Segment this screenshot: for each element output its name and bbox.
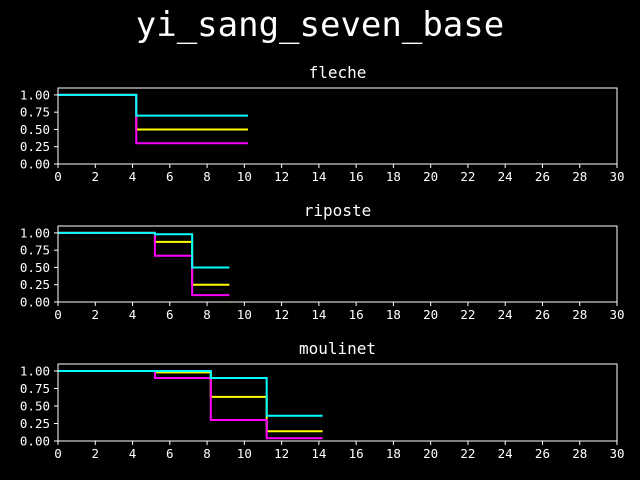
x-tick-label: 12	[274, 169, 289, 184]
x-tick-label: 26	[535, 307, 550, 322]
series-line-3	[58, 231, 230, 269]
series-line-3	[58, 370, 323, 417]
x-tick-label: 16	[349, 446, 364, 461]
x-tick-label: 4	[129, 169, 137, 184]
x-tick-label: 18	[386, 169, 401, 184]
x-tick-label: 4	[129, 446, 137, 461]
x-tick-label: 10	[237, 169, 252, 184]
x-tick-label: 0	[54, 307, 62, 322]
x-tick-label: 0	[54, 169, 62, 184]
x-tick-label: 0	[54, 446, 62, 461]
x-tick-label: 2	[92, 307, 100, 322]
x-tick-label: 30	[609, 169, 624, 184]
y-tick-label: 0.00	[20, 157, 50, 172]
y-tick-label: 0.50	[20, 399, 50, 414]
x-tick-label: 14	[311, 307, 326, 322]
y-tick-label: 0.75	[20, 243, 50, 258]
panel-title: moulinet	[299, 339, 376, 358]
x-tick-label: 12	[274, 446, 289, 461]
panel-title: fleche	[309, 63, 367, 82]
x-tick-label: 24	[498, 446, 513, 461]
y-tick-label: 0.25	[20, 139, 50, 154]
y-tick-label: 1.00	[20, 87, 50, 102]
x-tick-label: 8	[203, 169, 211, 184]
y-tick-label: 0.75	[20, 105, 50, 120]
x-tick-label: 14	[311, 169, 326, 184]
x-tick-label: 20	[423, 169, 438, 184]
y-tick-label: 0.75	[20, 381, 50, 396]
y-tick-label: 0.25	[20, 416, 50, 431]
x-tick-label: 4	[129, 307, 137, 322]
y-tick-label: 0.00	[20, 295, 50, 310]
x-tick-label: 14	[311, 446, 326, 461]
panel-title: riposte	[304, 201, 371, 220]
x-tick-label: 22	[460, 169, 475, 184]
x-tick-label: 22	[460, 446, 475, 461]
x-tick-label: 20	[423, 446, 438, 461]
x-tick-label: 22	[460, 307, 475, 322]
x-tick-label: 10	[237, 446, 252, 461]
y-tick-label: 0.00	[20, 434, 50, 449]
x-tick-label: 6	[166, 307, 174, 322]
x-tick-label: 12	[274, 307, 289, 322]
x-tick-label: 6	[166, 169, 174, 184]
y-tick-label: 1.00	[20, 225, 50, 240]
x-tick-label: 28	[572, 307, 587, 322]
y-tick-label: 0.50	[20, 122, 50, 137]
x-tick-label: 28	[572, 169, 587, 184]
x-tick-label: 26	[535, 446, 550, 461]
x-tick-label: 8	[203, 446, 211, 461]
x-tick-label: 6	[166, 446, 174, 461]
x-tick-label: 24	[498, 307, 513, 322]
axes-frame	[57, 225, 618, 303]
y-tick-label: 1.00	[20, 364, 50, 379]
x-tick-label: 20	[423, 307, 438, 322]
series-line-3	[58, 93, 249, 117]
x-tick-label: 2	[92, 446, 100, 461]
y-tick-label: 0.50	[20, 260, 50, 275]
axes-frame	[57, 87, 618, 165]
x-tick-label: 26	[535, 169, 550, 184]
x-tick-label: 10	[237, 307, 252, 322]
x-tick-label: 30	[609, 307, 624, 322]
figure-title: yi_sang_seven_base	[136, 5, 504, 45]
x-tick-label: 18	[386, 307, 401, 322]
x-tick-label: 28	[572, 446, 587, 461]
x-tick-label: 2	[92, 169, 100, 184]
y-tick-label: 0.25	[20, 277, 50, 292]
x-tick-label: 16	[349, 307, 364, 322]
series-line-2	[58, 370, 323, 440]
x-tick-label: 8	[203, 307, 211, 322]
x-tick-label: 30	[609, 446, 624, 461]
x-tick-label: 16	[349, 169, 364, 184]
axes-frame	[57, 363, 618, 442]
x-tick-label: 24	[498, 169, 513, 184]
x-tick-label: 18	[386, 446, 401, 461]
